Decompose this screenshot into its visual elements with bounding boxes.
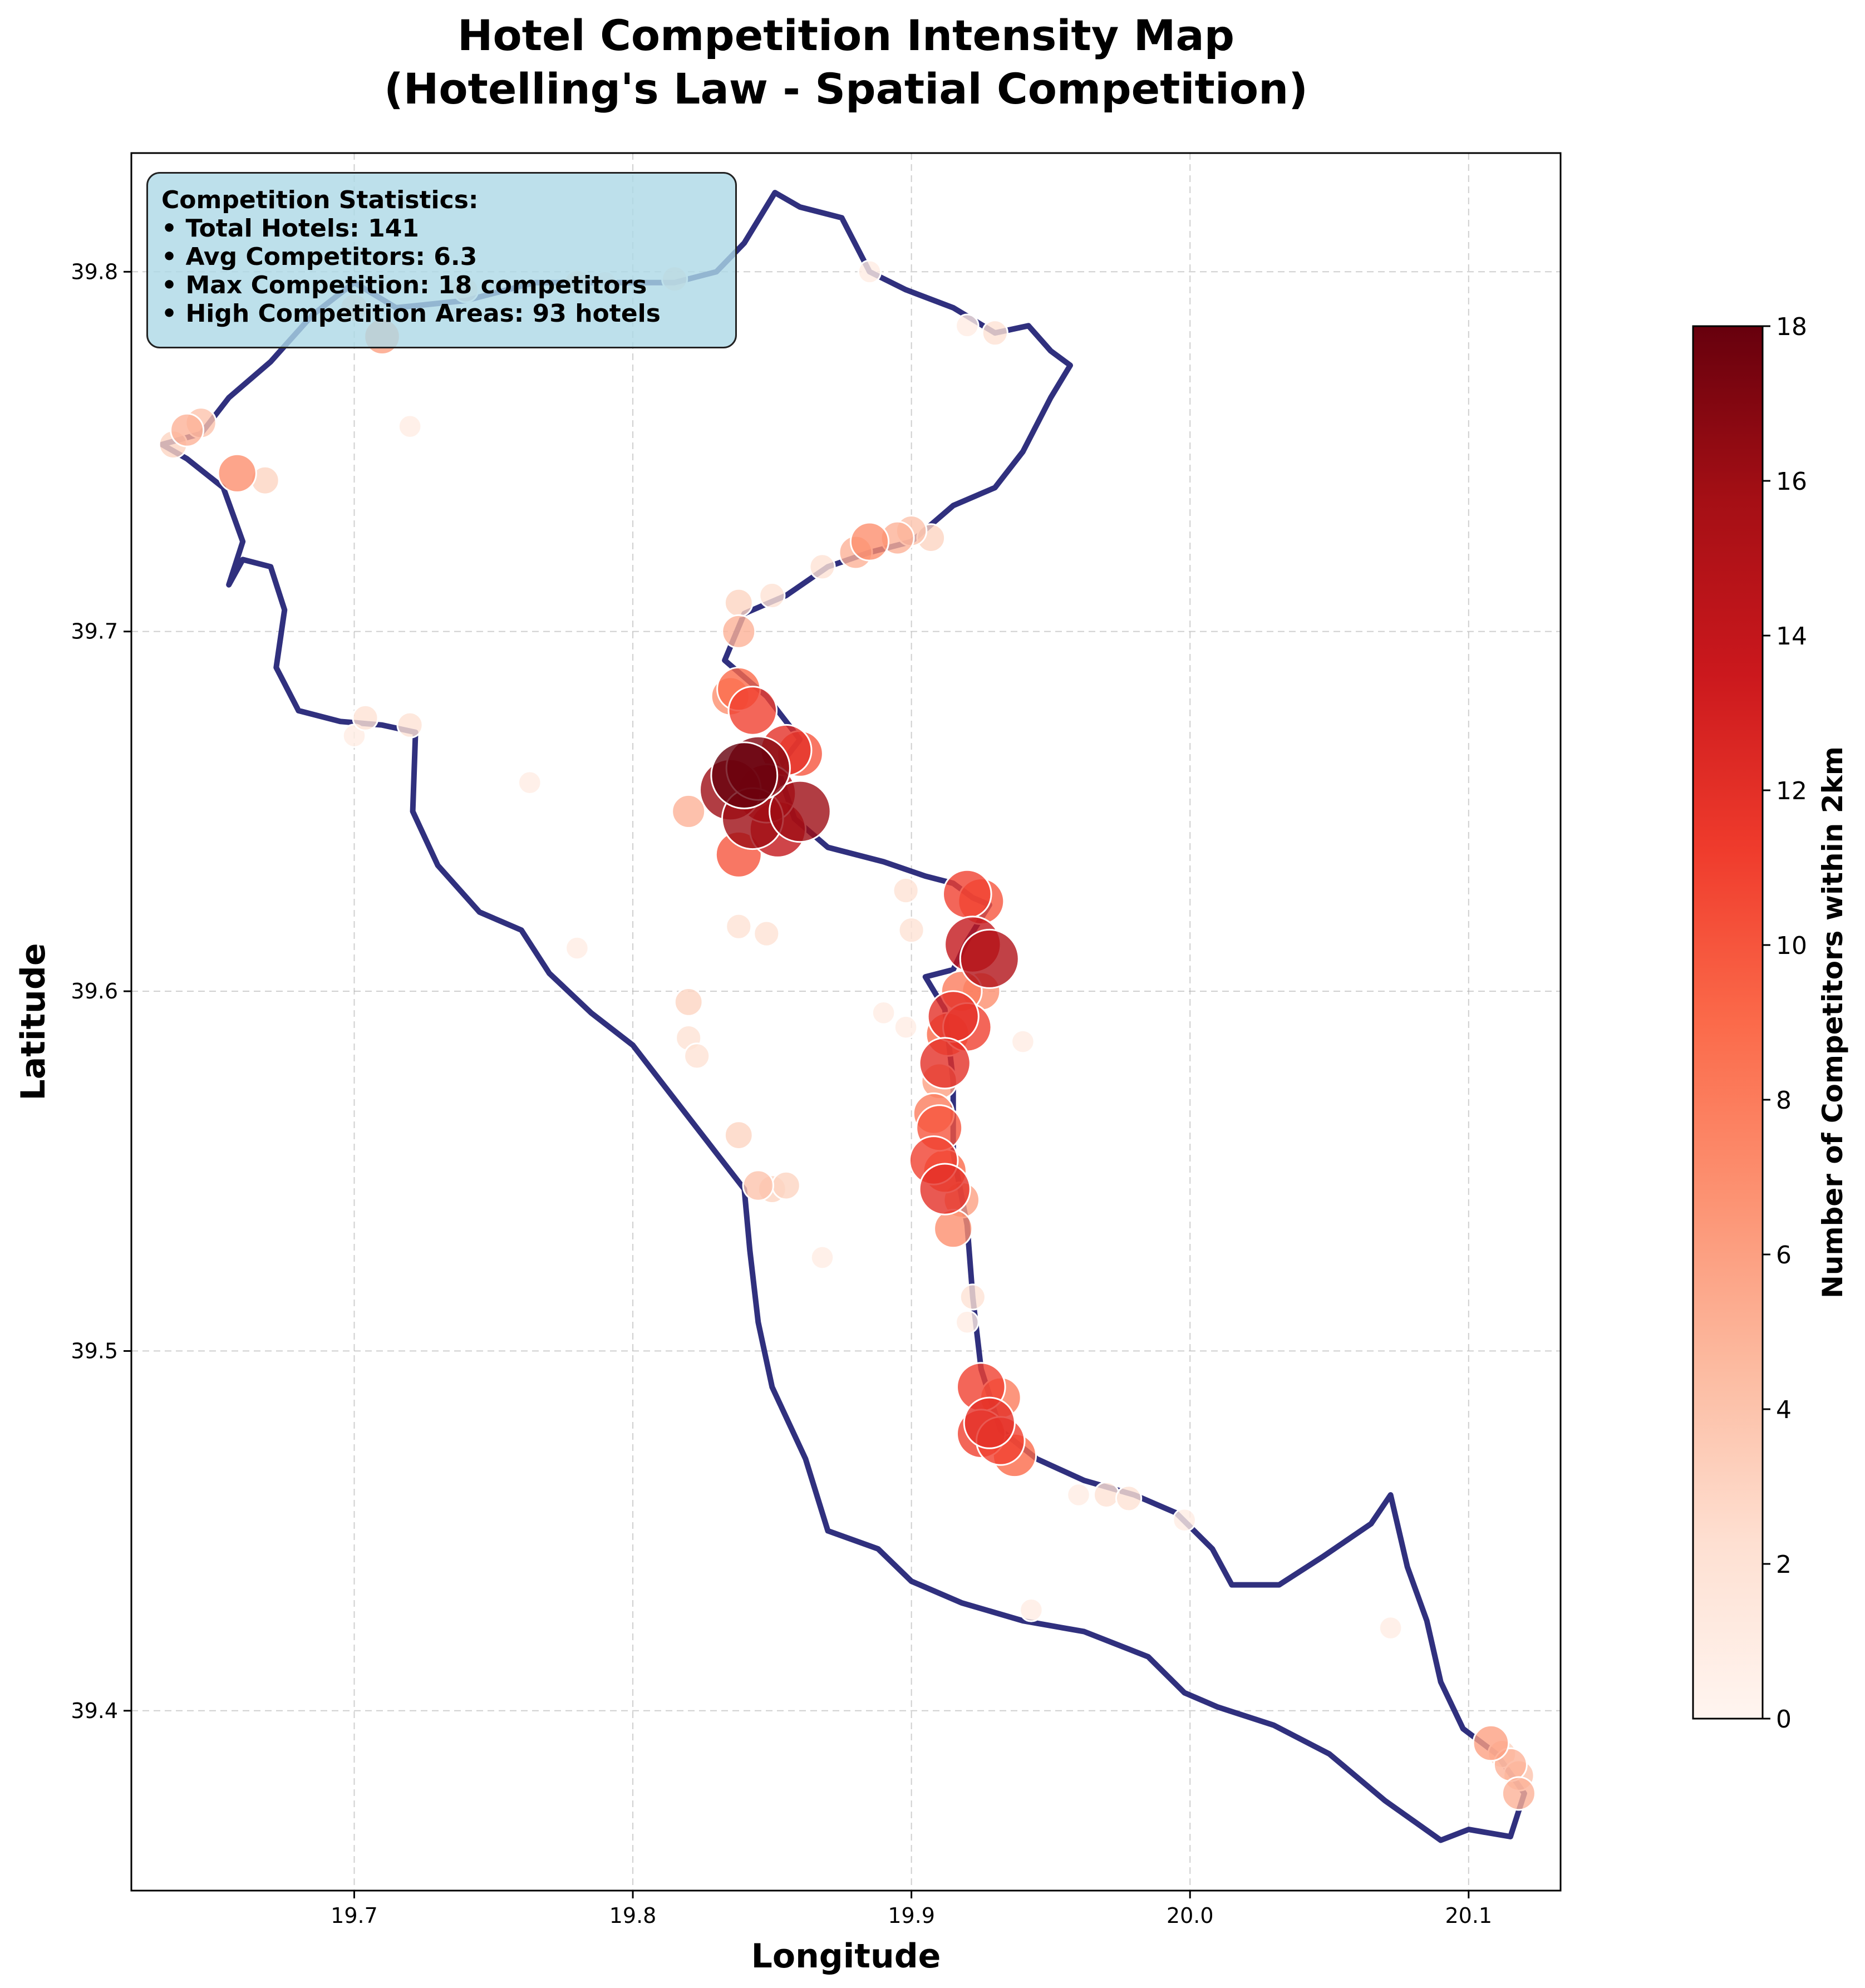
y-tick-label: 39.8 <box>71 259 118 284</box>
x-tick-label: 20.1 <box>1445 1903 1493 1928</box>
hotel-point <box>565 936 589 961</box>
hotel-point <box>810 1245 835 1270</box>
hotel-point <box>742 1169 775 1202</box>
chart-title-line2: (Hotelling's Law - Spatial Competition) <box>384 64 1308 114</box>
hotel-point <box>809 553 836 580</box>
hotel-point <box>397 414 422 439</box>
colorbar-tick-label: 8 <box>1776 1086 1792 1115</box>
hotel-point <box>1472 1724 1510 1762</box>
x-tick-label: 19.8 <box>609 1903 657 1928</box>
hotel-point <box>759 582 786 609</box>
plot-frame <box>130 152 1562 1892</box>
colorbar: 0 2 4 6 8 10 12 14 16 18 Number of Competitors wi… <box>1692 313 1849 1734</box>
hotel-point <box>518 770 542 795</box>
colorbar-tick-label: 16 <box>1776 468 1807 496</box>
hotel-point <box>898 917 925 944</box>
hotel-point <box>671 794 706 829</box>
stats-high-competition-areas: • High Competition Areas: 93 hotels <box>161 299 661 328</box>
hotel-point <box>959 928 1020 989</box>
competition-statistics-box: Competition Statistics: • Total Hotels: … <box>146 172 737 348</box>
hotel-point <box>918 1037 971 1090</box>
plot-area: 19.7 19.8 19.9 20.0 20.1 39.439.539.639.739.… <box>71 152 1562 1928</box>
hotel-point <box>959 1283 986 1311</box>
stats-avg-competitors: • Avg Competitors: 6.3 <box>161 243 478 271</box>
colorbar-ticks: 0 2 4 6 8 10 12 14 16 18 <box>1763 313 1807 1734</box>
colorbar-tick-label: 6 <box>1776 1241 1792 1269</box>
y-axis-label: Latitude <box>14 943 53 1100</box>
x-tick-label: 19.7 <box>331 1903 378 1928</box>
hotel-point <box>871 1001 896 1025</box>
y-tick-label: 39.5 <box>71 1339 118 1363</box>
hotel-point <box>955 313 980 338</box>
colorbar-tick-label: 12 <box>1776 777 1807 805</box>
hotel-point <box>927 990 980 1043</box>
hotel-point <box>918 1163 971 1216</box>
hotel-point <box>1378 1616 1403 1640</box>
hotel-point <box>893 1015 918 1040</box>
colorbar-tick-label: 2 <box>1776 1551 1792 1579</box>
hotel-point <box>352 704 379 731</box>
hotel-point <box>1172 1508 1197 1532</box>
hotel-point <box>724 588 754 618</box>
hotel-point <box>963 1396 1016 1449</box>
hotel-point <box>1066 1483 1091 1507</box>
y-axis-ticks: 39.4 39.5 39.6 39.7 39.8 <box>71 259 131 1723</box>
hotel-point <box>933 1209 973 1249</box>
hotel-point <box>769 780 831 843</box>
chart-title-line1: Hotel Competition Intensity Map <box>457 11 1234 60</box>
hotel-point <box>857 259 882 284</box>
hotel-point <box>981 319 1008 347</box>
colorbar-label: Number of Competitors within 2km <box>1817 746 1849 1298</box>
hotel-point <box>721 614 756 649</box>
colorbar-tick-label: 10 <box>1776 932 1807 960</box>
x-axis-label: Longitude <box>751 1937 941 1976</box>
hotel-points <box>158 259 1536 1811</box>
hotel-point <box>725 913 752 940</box>
y-tick-label: 39.6 <box>71 979 118 1003</box>
hotel-point <box>753 920 780 947</box>
hotel-point <box>892 877 919 904</box>
hotel-point <box>710 741 779 810</box>
hotel-point <box>673 987 703 1017</box>
hotel-point <box>1093 1481 1120 1509</box>
colorbar-gradient <box>1692 325 1764 1720</box>
colorbar-tick-label: 4 <box>1776 1396 1792 1424</box>
colorbar-tick-label: 18 <box>1776 313 1807 341</box>
x-tick-label: 20.0 <box>1167 1903 1214 1928</box>
y-tick-label: 39.7 <box>71 619 118 644</box>
hotel-point <box>727 686 778 736</box>
colorbar-tick-label: 0 <box>1776 1705 1792 1734</box>
stats-total-hotels: • Total Hotels: 141 <box>161 214 419 243</box>
hotel-point <box>955 1310 980 1335</box>
hotel-point <box>1115 1485 1143 1512</box>
hotel-point <box>396 711 424 739</box>
hotel-point <box>217 453 257 493</box>
hotel-point <box>1019 1598 1044 1622</box>
y-tick-label: 39.4 <box>71 1699 118 1723</box>
hotel-point <box>1501 1776 1536 1811</box>
stats-heading: Competition Statistics: <box>161 186 479 214</box>
hotel-point <box>1011 1029 1035 1054</box>
hotel-point <box>771 1170 801 1200</box>
hotel-point <box>942 869 992 919</box>
x-axis-ticks: 19.7 19.8 19.9 20.0 20.1 <box>331 1891 1492 1928</box>
colorbar-tick-label: 14 <box>1776 622 1807 651</box>
hotel-point <box>683 1042 711 1070</box>
stats-max-competition: • Max Competition: 18 competitors <box>161 271 647 299</box>
hotel-point <box>170 412 205 447</box>
plot-background <box>131 153 1561 1891</box>
hotel-point <box>849 521 890 562</box>
x-tick-label: 19.9 <box>888 1903 935 1928</box>
hotel-point <box>724 1120 754 1150</box>
